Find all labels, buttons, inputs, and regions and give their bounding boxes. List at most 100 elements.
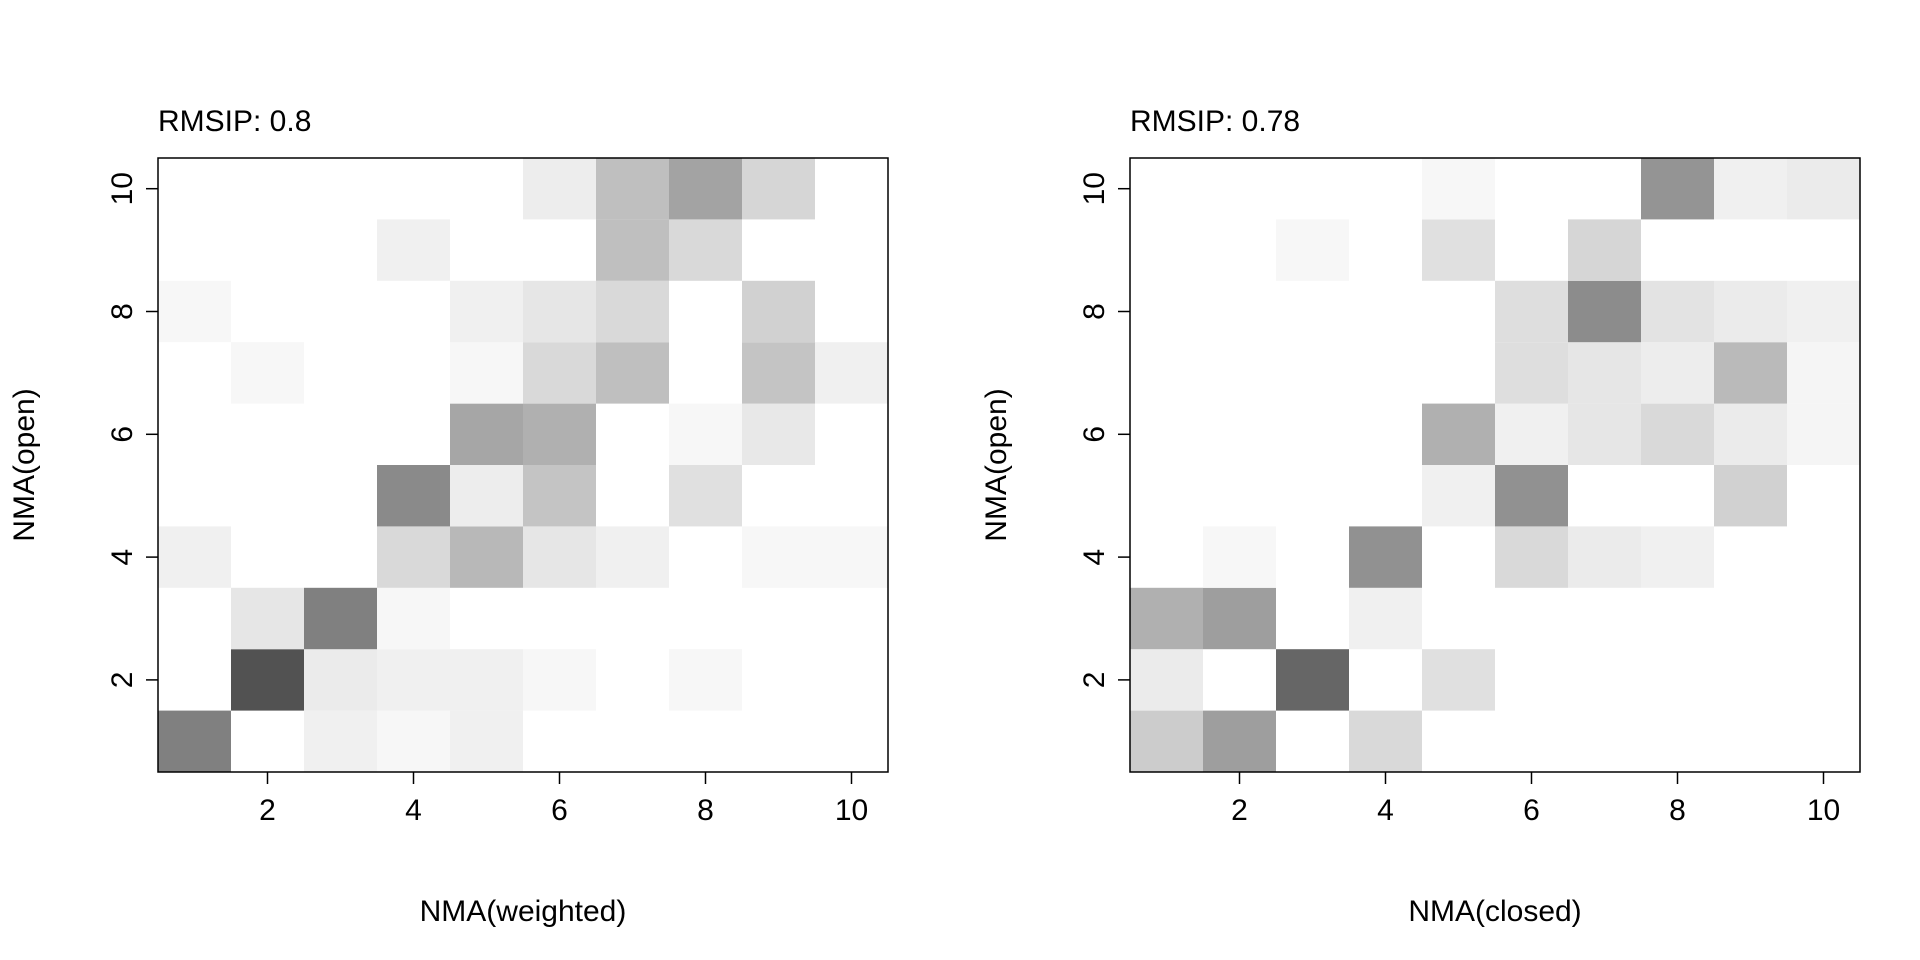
heatmap-cell [450,465,523,527]
heatmap-cell [1422,158,1495,220]
heatmap-cell [596,158,669,220]
heatmap-cell [523,280,596,343]
heatmap-cell [523,526,596,588]
heatmap-cell [523,158,596,220]
heatmap-cell [450,649,523,711]
heatmap-cell [1422,403,1495,465]
heatmap-cell [1495,403,1568,465]
heatmap-cell [1568,403,1641,465]
heatmap-cell [1422,465,1495,527]
heatmap-cell [1495,465,1568,527]
heatmap-cell [1568,342,1641,404]
heatmap-cell [523,649,596,711]
heatmap-cell [523,403,596,465]
plot-frame [157,157,889,773]
x-axis: 2 4 6 8 10 [259,772,868,827]
heatmap-cell [1714,158,1787,220]
heatmap-cell [742,342,815,404]
heatmap-cell [1495,342,1568,404]
heatmap-cell [1714,342,1787,404]
y-tick-label: 6 [1078,426,1111,443]
x-tick-label: 10 [1807,794,1840,827]
x-tick-label: 10 [835,794,868,827]
heatmap-cell [1276,649,1349,711]
y-axis: 2 4 6 8 10 [106,172,158,688]
heatmap-cell [815,526,888,588]
heatmap-cell [1714,403,1787,465]
x-axis-label: NMA(weighted) [420,895,627,928]
heatmap-cell [231,342,304,404]
heatmap-cell [1787,158,1860,220]
heatmap-cell [1422,219,1495,281]
heatmap-cell [1568,219,1641,281]
y-tick-label: 2 [1078,672,1111,689]
x-tick-label: 4 [405,794,422,827]
heatmap-cell [596,280,669,343]
heatmap-cell [377,526,450,588]
heatmap-cell [450,526,523,588]
heatmap-cell [1349,587,1422,650]
heatmap-cell [1568,526,1641,588]
heatmap-cell [1130,649,1203,711]
y-tick-label: 4 [1078,549,1111,566]
y-axis: 2 4 6 8 10 [1078,172,1130,688]
heatmap-cell [1349,526,1422,588]
y-tick-label: 10 [106,172,139,205]
heatmap-cell [231,649,304,711]
heatmap-cell [596,526,669,588]
y-axis-label: NMA(open) [8,388,41,541]
heatmap-cell [304,587,377,650]
y-tick-label: 4 [106,549,139,566]
heatmap-cell [450,710,523,772]
heatmap-cell [1568,280,1641,343]
x-tick-label: 4 [1377,794,1394,827]
heatmap-cell [1276,219,1349,281]
heatmap-cell [1203,526,1276,588]
heatmap-cell [1495,526,1568,588]
heatmap-panel-closed: RMSIP: 0.78 2 4 6 8 10 2 4 6 8 10 NMA(closed) NM… [980,105,1861,928]
plot-frame [1129,157,1861,773]
x-tick-label: 2 [1231,794,1248,827]
y-tick-label: 10 [1078,172,1111,205]
y-tick-label: 6 [106,426,139,443]
heatmap-cell [158,710,231,772]
x-tick-label: 6 [1523,794,1540,827]
heatmap-cell [1787,403,1860,465]
heatmap-cell [669,465,742,527]
heatmap-cell [1203,587,1276,650]
heatmap-cell [377,710,450,772]
x-tick-label: 6 [551,794,568,827]
heatmap-panel-weighted: RMSIP: 0.8 2 4 6 8 10 2 4 6 8 10 NMA(weighted) N… [8,105,889,928]
heatmap-cell [377,465,450,527]
x-tick-label: 2 [259,794,276,827]
heatmap-cell [742,403,815,465]
heatmap-cell [742,280,815,343]
heatmap-cell [742,526,815,588]
y-tick-label: 8 [1078,303,1111,320]
x-tick-label: 8 [1669,794,1686,827]
heatmap-cell [742,158,815,220]
heatmap-cells [1130,158,1860,772]
heatmap-cell [1641,526,1714,588]
x-tick-label: 8 [697,794,714,827]
panel-title: RMSIP: 0.8 [158,105,311,138]
heatmap-cell [304,649,377,711]
heatmap-cell [1422,649,1495,711]
heatmap-cell [1641,158,1714,220]
heatmap-cell [450,342,523,404]
x-axis: 2 4 6 8 10 [1231,772,1840,827]
y-tick-label: 2 [106,672,139,689]
heatmap-cell [377,649,450,711]
heatmap-cell [669,403,742,465]
heatmap-cell [377,219,450,281]
heatmap-cell [523,342,596,404]
heatmap-cell [815,342,888,404]
heatmap-cell [1130,587,1203,650]
heatmap-cell [304,710,377,772]
heatmap-cell [669,158,742,220]
heatmap-cell [1349,710,1422,772]
heatmap-cell [450,280,523,343]
heatmap-cells [158,158,888,772]
heatmap-cell [1714,465,1787,527]
